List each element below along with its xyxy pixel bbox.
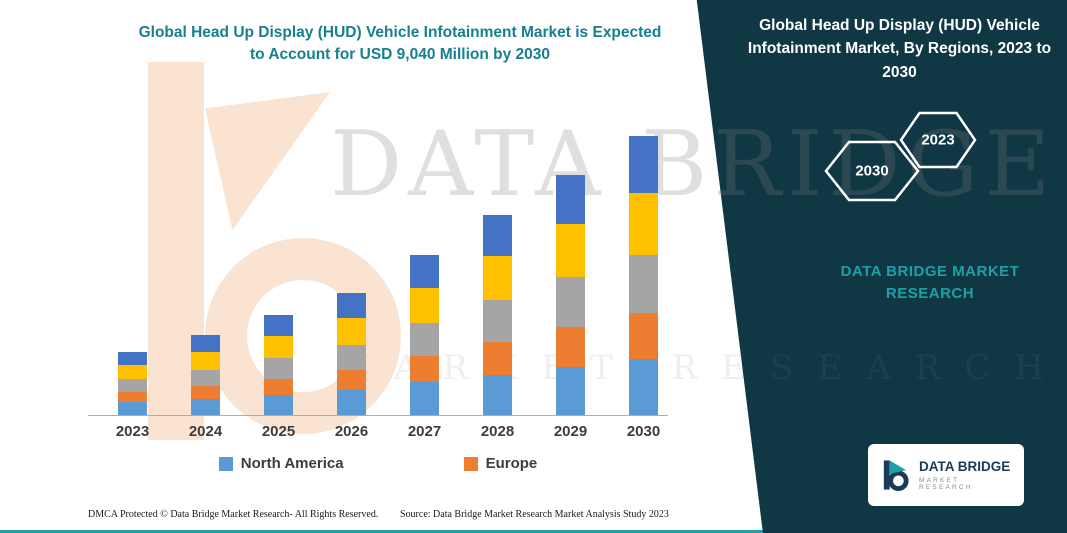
- dmca-notice: DMCA Protected © Data Bridge Market Rese…: [88, 509, 379, 520]
- bar-segment: [483, 256, 512, 300]
- bar-segment: [629, 313, 658, 359]
- stacked-bar-2024: [191, 335, 220, 415]
- x-tick-2027: 2027: [407, 423, 442, 440]
- bar-segment: [337, 345, 366, 370]
- wedge-title: Global Head Up Display (HUD) Vehicle Inf…: [747, 17, 1052, 81]
- bar-segment: [118, 402, 147, 415]
- legend-swatch-europe: [463, 456, 478, 471]
- source-note: Source: Data Bridge Market Research Mark…: [400, 509, 669, 520]
- bar-segment: [264, 358, 293, 379]
- bar-segment: [556, 327, 585, 367]
- hexagon-2030-label: 2030: [855, 163, 888, 180]
- x-tick-2029: 2029: [553, 423, 588, 440]
- x-tick-2026: 2026: [334, 423, 369, 440]
- bar-segment: [483, 342, 512, 375]
- bar-segment: [337, 293, 366, 318]
- bar-segment: [629, 193, 658, 255]
- bar-segment: [556, 367, 585, 415]
- chart-legend: North America Europe: [88, 455, 668, 472]
- stacked-bar-2023: [118, 352, 147, 415]
- bar-segment: [264, 336, 293, 358]
- stacked-bar-2025: [264, 315, 293, 415]
- bar-segment: [191, 399, 220, 415]
- x-tick-2025: 2025: [261, 423, 296, 440]
- legend-item-north-america: North America: [218, 455, 344, 472]
- bar-segment: [629, 255, 658, 313]
- bar-segment: [191, 386, 220, 399]
- bar-segment: [410, 288, 439, 323]
- bar-segment: [118, 392, 147, 402]
- stacked-bar-2029: [556, 175, 585, 415]
- bottom-accent-line: [0, 530, 1067, 533]
- stacked-bar-2026: [337, 293, 366, 415]
- bar-segment: [191, 352, 220, 370]
- company-logo-name: DATA BRIDGE: [919, 458, 1011, 474]
- bar-segment: [118, 379, 147, 392]
- x-tick-2023: 2023: [115, 423, 150, 440]
- bar-segment: [483, 375, 512, 415]
- stacked-bar-chart: 2023 2024 2025 2026 2027 2028 2029 2030: [88, 115, 668, 440]
- stacked-bar-2027: [410, 255, 439, 415]
- bar-segment: [556, 175, 585, 224]
- bar-segment: [629, 136, 658, 193]
- legend-swatch-north-america: [218, 456, 233, 471]
- hexagon-2030-shape: [824, 140, 920, 202]
- x-tick-2030: 2030: [626, 423, 661, 440]
- bar-segment: [556, 224, 585, 277]
- bar-segment: [337, 390, 366, 415]
- stacked-bar-2028: [483, 215, 512, 415]
- company-logo-icon: [883, 460, 909, 492]
- company-logo: DATA BRIDGE MARKET RESEARCH: [868, 444, 1024, 506]
- bar-segment: [118, 365, 147, 379]
- bar-segment: [410, 323, 439, 356]
- bar-segment: [410, 255, 439, 288]
- legend-label-europe: Europe: [485, 455, 538, 472]
- bar-plot: [88, 115, 668, 416]
- company-logo-subtitle: MARKET RESEARCH: [919, 477, 973, 492]
- bar-segment: [118, 352, 147, 365]
- bar-segment: [191, 335, 220, 352]
- bar-segment: [410, 356, 439, 382]
- page-title-line1: Global Head Up Display (HUD) Vehicle Inf…: [138, 24, 662, 41]
- bar-segment: [483, 215, 512, 256]
- bar-segment: [629, 359, 658, 415]
- x-tick-2028: 2028: [480, 423, 515, 440]
- bar-segment: [410, 382, 439, 415]
- bar-segment: [264, 315, 293, 336]
- legend-label-north-america: North America: [240, 455, 344, 472]
- page-title-line2: to Account for USD 9,040 Million by 2030: [249, 46, 551, 64]
- hexagon-2023-label: 2023: [921, 132, 954, 149]
- legend-item-europe: Europe: [463, 455, 538, 472]
- bar-segment: [191, 370, 220, 386]
- bar-segment: [556, 277, 585, 327]
- bar-segment: [264, 395, 293, 415]
- year-hexagons: 2030 2023: [824, 111, 977, 202]
- bar-segment: [483, 300, 512, 342]
- page-title: Global Head Up Display (HUD) Vehicle Inf…: [55, 22, 745, 67]
- x-axis-labels: 2023 2024 2025 2026 2027 2028 2029 2030: [88, 423, 668, 440]
- wedge-brand-text: DATA BRIDGE MARKET RESEARCH: [815, 261, 1045, 305]
- bar-segment: [337, 370, 366, 390]
- wedge-brand-line1: DATA BRIDGE MARKET: [840, 263, 1020, 280]
- stacked-bar-2030: [629, 136, 658, 415]
- x-tick-2024: 2024: [188, 423, 223, 440]
- hexagon-2023-shape: [899, 111, 977, 169]
- bar-segment: [264, 379, 293, 395]
- bar-segment: [337, 318, 366, 345]
- wedge-brand-line2: RESEARCH: [885, 284, 975, 302]
- company-logo-text: DATA BRIDGE MARKET RESEARCH: [919, 459, 1014, 491]
